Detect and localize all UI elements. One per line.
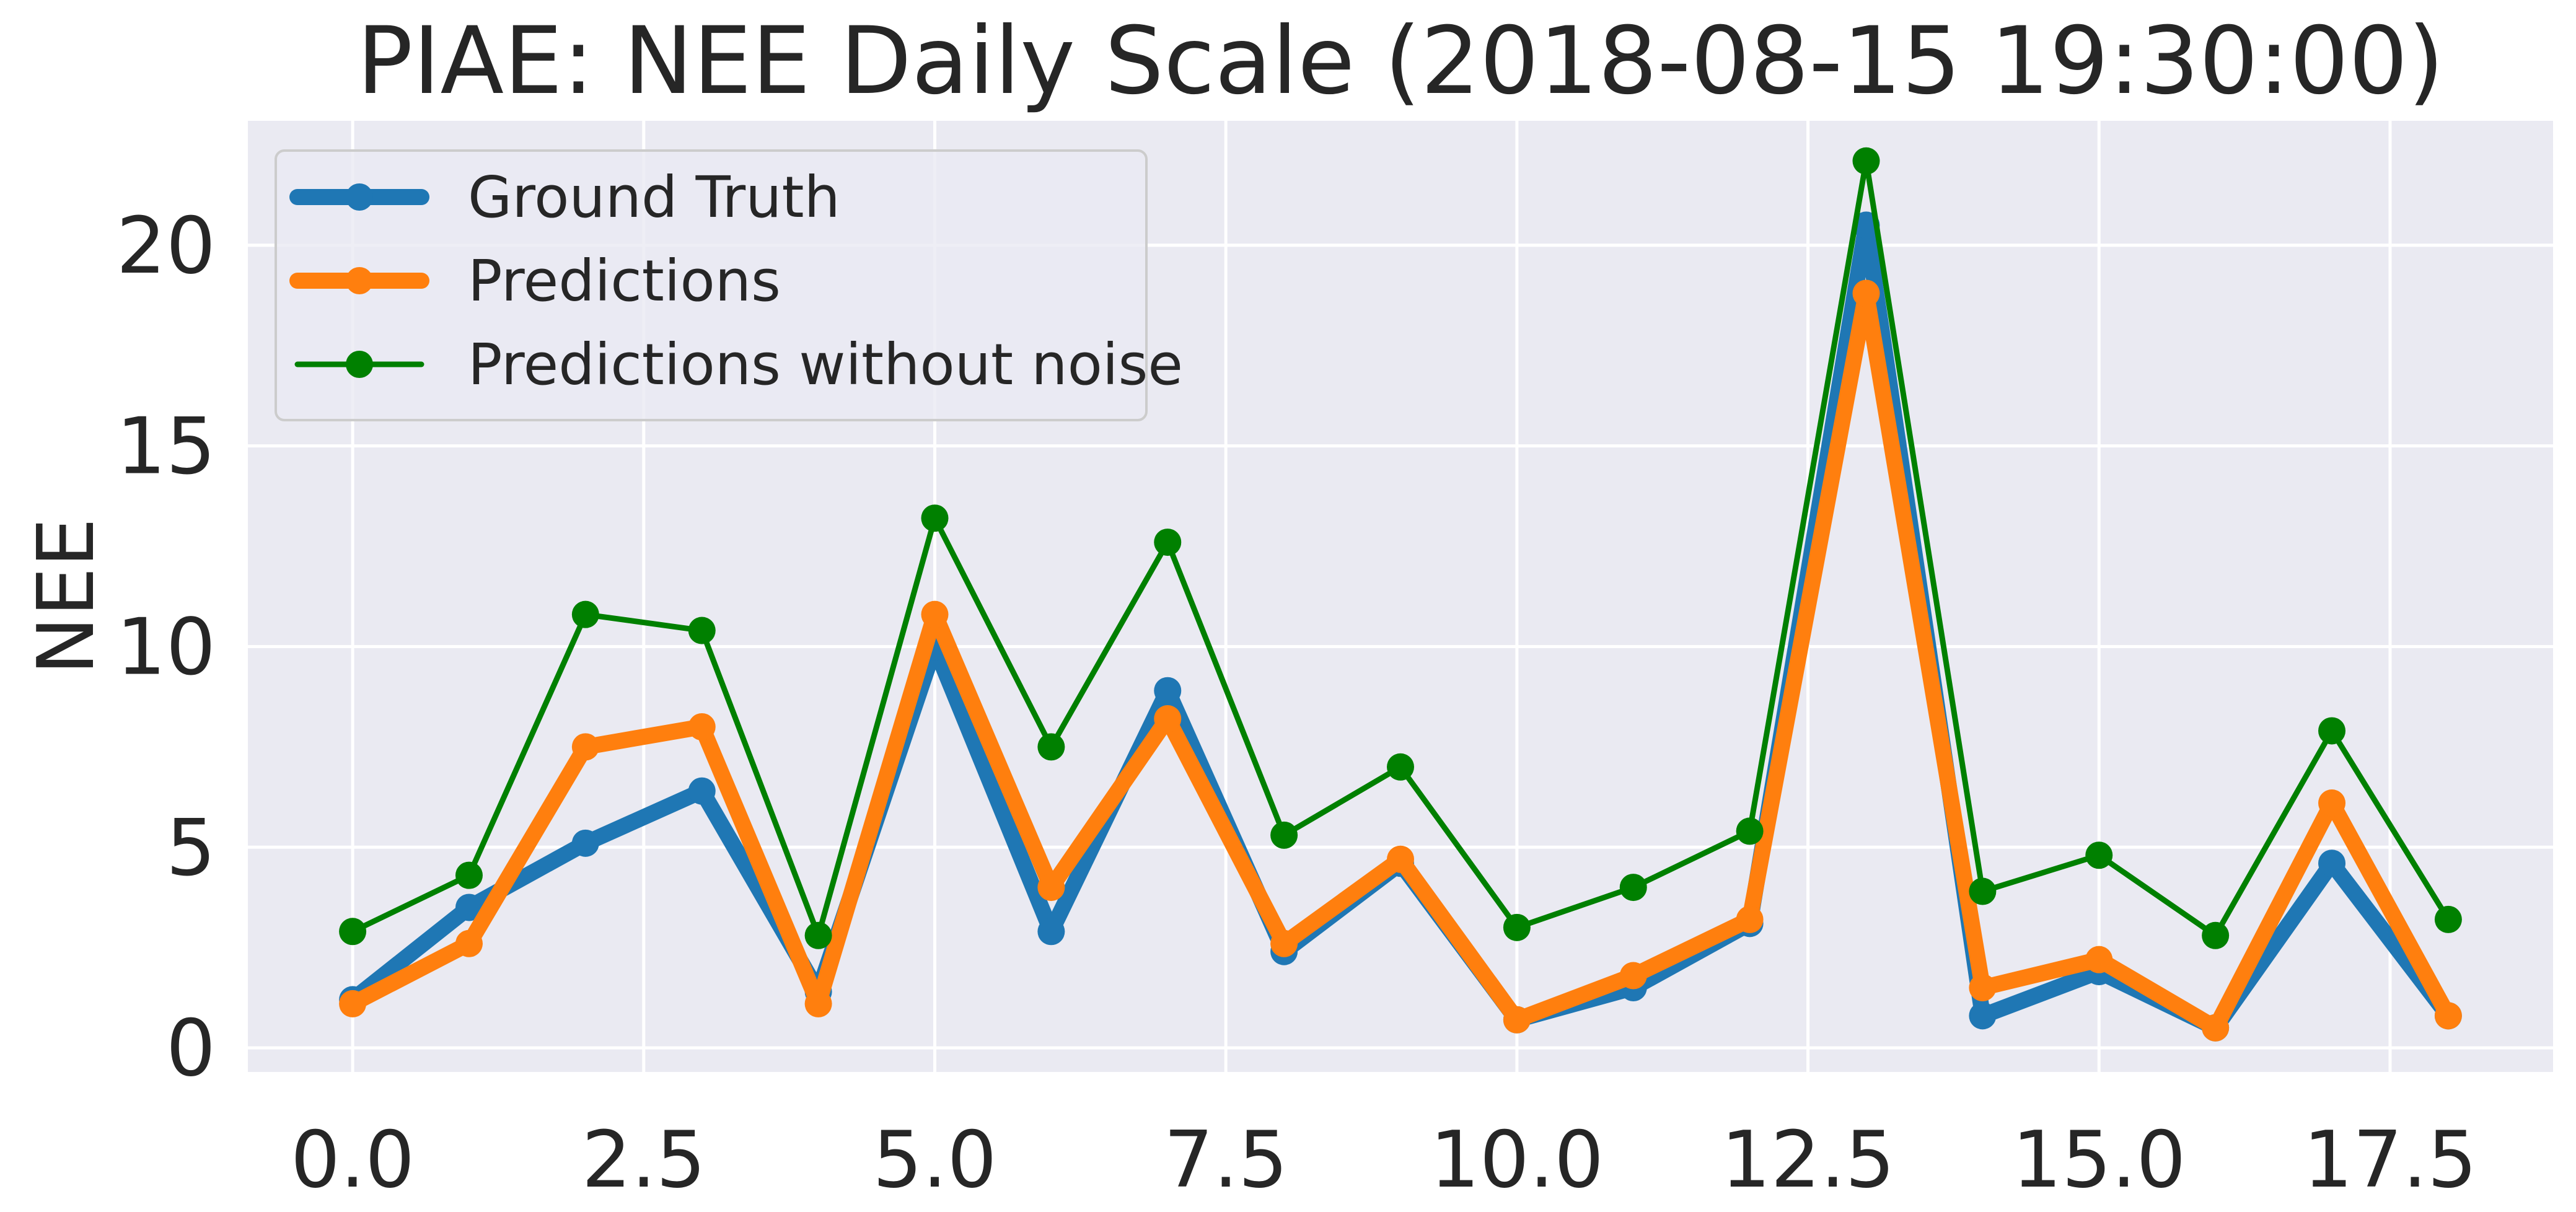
data-point <box>455 894 483 921</box>
data-point <box>1387 845 1414 873</box>
legend-box <box>275 149 1148 421</box>
data-point <box>2434 1002 2462 1030</box>
data-point <box>1503 913 1531 941</box>
data-point <box>1154 677 1182 705</box>
data-point <box>1503 1006 1531 1034</box>
data-point <box>2202 921 2230 949</box>
data-point <box>455 929 483 957</box>
data-point <box>571 733 599 761</box>
series-layer <box>339 147 2462 1042</box>
data-point <box>688 617 716 644</box>
data-point <box>2318 789 2346 817</box>
data-point <box>921 600 949 628</box>
data-point <box>1037 874 1065 902</box>
y-axis-tick-labels: 0 5 10 15 20 <box>116 200 216 1094</box>
data-point <box>1969 877 1997 905</box>
data-point <box>2085 946 2113 973</box>
legend-item: Predictions without noise <box>294 332 1183 398</box>
chart-title: PIAE: NEE Daily Scale (2018-08-15 19:30:… <box>357 7 2444 115</box>
data-point <box>1969 1002 1997 1030</box>
data-point <box>1736 817 1764 845</box>
data-point <box>1852 279 1880 307</box>
x-tick-label: 0.0 <box>291 1114 415 1205</box>
x-axis-tick-labels: 0.0 2.5 5.0 7.5 10.0 12.5 15.0 17.5 <box>291 1114 2477 1205</box>
y-tick-label: 15 <box>116 401 216 492</box>
y-tick-label: 0 <box>166 1003 216 1094</box>
x-tick-label: 5.0 <box>873 1114 996 1205</box>
data-point <box>2085 841 2113 869</box>
legend-label: Predictions <box>468 248 781 314</box>
x-tick-label: 7.5 <box>1164 1114 1288 1205</box>
legend: Ground Truth Predictions Predictions witho… <box>275 149 1183 421</box>
series-1 <box>339 279 2462 1042</box>
data-point <box>1037 918 1065 946</box>
data-point <box>1037 733 1065 761</box>
x-tick-label: 15.0 <box>2012 1114 2186 1205</box>
data-point <box>1154 529 1182 556</box>
data-point <box>1154 705 1182 733</box>
data-point <box>1619 874 1647 902</box>
y-tick-label: 10 <box>116 601 216 692</box>
y-axis-label: NEE <box>20 518 112 675</box>
legend-marker <box>346 351 373 378</box>
data-point <box>1969 973 1997 1001</box>
data-point <box>1852 147 1880 175</box>
data-point <box>921 504 949 532</box>
data-point <box>688 777 716 805</box>
data-point <box>339 990 367 1017</box>
y-tick-label: 20 <box>116 200 216 291</box>
legend-label: Ground Truth <box>468 164 840 231</box>
data-point <box>688 713 716 740</box>
legend-marker <box>346 183 373 211</box>
data-point <box>455 861 483 889</box>
data-point <box>2202 1014 2230 1042</box>
data-point <box>1619 962 1647 990</box>
data-point <box>2318 717 2346 745</box>
data-point <box>1270 821 1298 849</box>
data-point <box>804 990 832 1017</box>
data-point <box>1736 905 1764 933</box>
series-2 <box>339 147 2462 949</box>
data-point <box>2318 850 2346 877</box>
data-point <box>2434 905 2462 933</box>
legend-item: Ground Truth <box>289 164 840 231</box>
x-tick-label: 17.5 <box>2303 1114 2477 1205</box>
data-point <box>1387 753 1414 781</box>
data-point <box>571 600 599 628</box>
y-tick-label: 5 <box>166 802 216 893</box>
legend-label: Predictions without noise <box>468 332 1183 398</box>
x-tick-label: 2.5 <box>582 1114 706 1205</box>
data-point <box>804 921 832 949</box>
data-point <box>571 829 599 857</box>
x-tick-label: 12.5 <box>1721 1114 1895 1205</box>
legend-marker <box>346 267 373 294</box>
data-point <box>339 918 367 946</box>
data-point <box>1270 929 1298 957</box>
x-tick-label: 10.0 <box>1430 1114 1604 1205</box>
legend-item: Predictions <box>289 248 781 314</box>
